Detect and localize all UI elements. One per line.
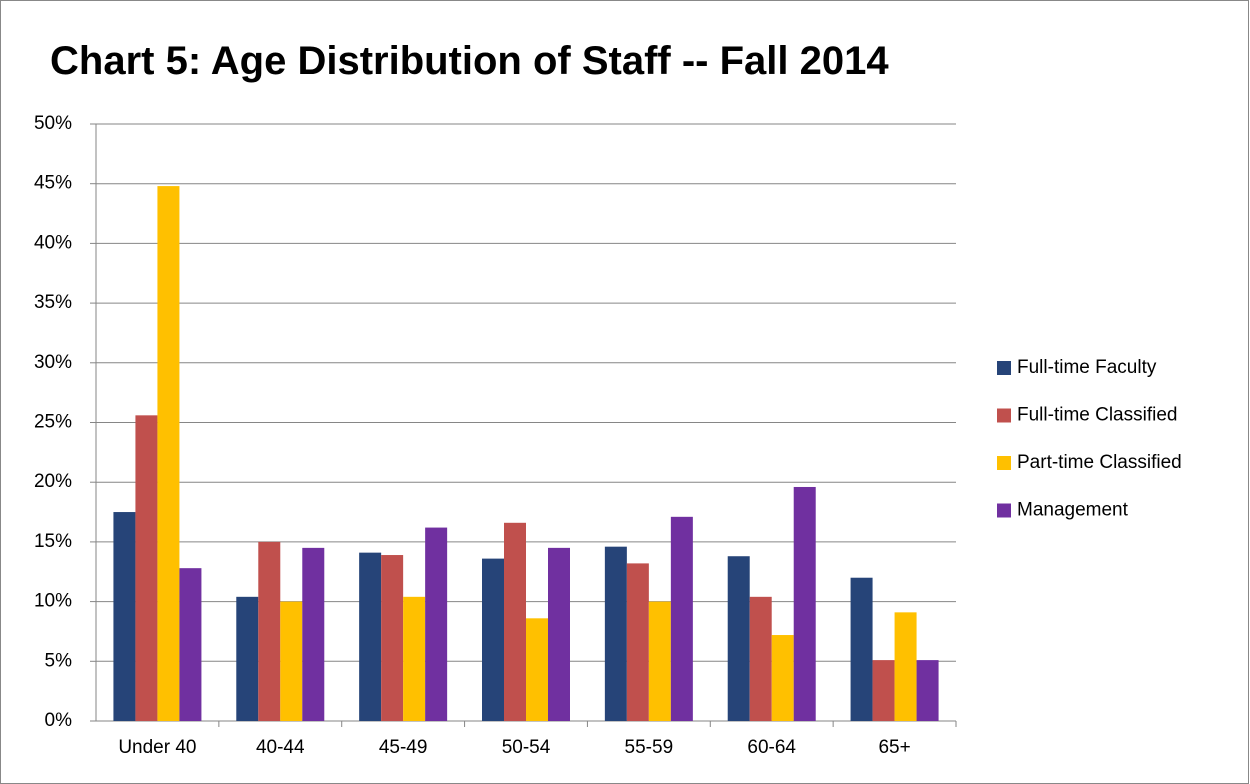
x-tick-label: 45-49 [379, 737, 428, 758]
bar [872, 660, 895, 721]
y-tick-label: 35% [34, 292, 72, 313]
bar [236, 596, 259, 721]
y-tick-label: 10% [34, 591, 72, 612]
bar [916, 660, 939, 721]
y-tick-label: 20% [34, 471, 72, 492]
y-tick-label: 0% [45, 710, 73, 731]
bar [894, 612, 917, 721]
legend-swatch [997, 503, 1011, 518]
bar [157, 186, 180, 721]
legend-swatch [997, 456, 1011, 470]
bar [179, 568, 202, 721]
bar [258, 541, 281, 721]
y-tick-label: 15% [34, 531, 72, 552]
y-tick-label: 50% [34, 113, 72, 134]
bar [504, 522, 526, 721]
y-tick-label: 5% [45, 650, 73, 671]
bar [113, 512, 136, 721]
legend-swatch [997, 408, 1011, 423]
legend-label: Full-time Classified [1017, 405, 1177, 426]
bar [548, 547, 570, 721]
bar [670, 516, 693, 721]
chart-title: Chart 5: Age Distribution of Staff -- Fa… [50, 39, 889, 83]
bar [749, 596, 772, 721]
y-tick-label: 45% [34, 173, 72, 194]
x-tick-label: 60-64 [747, 737, 796, 758]
bar [626, 563, 649, 721]
bar [850, 577, 873, 721]
legend-swatch [997, 361, 1011, 375]
legend-label: Full-time Faculty [1017, 357, 1157, 378]
bar [727, 556, 750, 721]
x-tick-label: 40-44 [256, 737, 305, 758]
bar [425, 527, 448, 721]
bar [793, 486, 816, 721]
x-tick-label: Under 40 [118, 737, 196, 758]
bar [135, 415, 158, 721]
bar [280, 601, 303, 721]
y-tick-label: 30% [34, 352, 72, 373]
x-tick-label: 65+ [878, 737, 910, 758]
bar [359, 552, 382, 721]
bar [604, 546, 627, 721]
bar [302, 547, 325, 721]
bar [381, 555, 404, 721]
y-tick-label: 25% [34, 412, 72, 433]
x-tick-label: 50-54 [502, 737, 551, 758]
bar [403, 596, 426, 721]
bar [526, 618, 548, 721]
legend-label: Management [1017, 500, 1129, 521]
legend-label: Part-time Classified [1017, 452, 1182, 473]
bar [771, 635, 794, 721]
x-tick-label: 55-59 [625, 737, 674, 758]
y-tick-label: 40% [34, 232, 72, 253]
bar [648, 601, 671, 721]
bar [482, 558, 504, 721]
